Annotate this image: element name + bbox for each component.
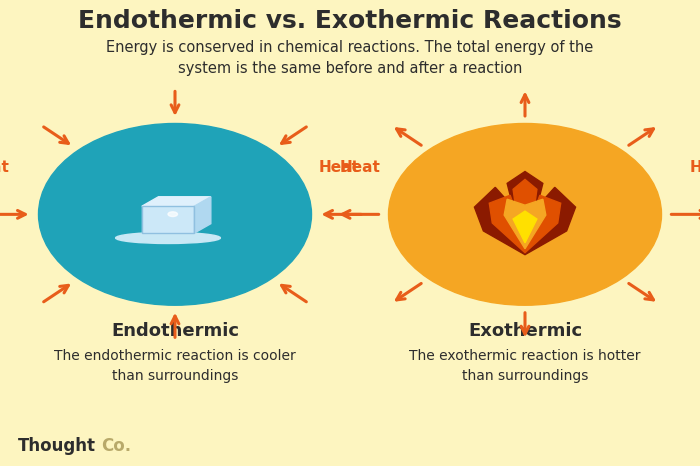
Text: Heat: Heat xyxy=(0,160,10,175)
Circle shape xyxy=(389,123,662,305)
Polygon shape xyxy=(489,179,561,253)
Polygon shape xyxy=(142,197,211,206)
Text: Thought: Thought xyxy=(18,438,96,455)
Polygon shape xyxy=(194,197,211,233)
Polygon shape xyxy=(513,211,537,243)
Polygon shape xyxy=(504,199,546,249)
Text: Heat: Heat xyxy=(340,160,381,175)
Text: The exothermic reaction is hotter
than surroundings: The exothermic reaction is hotter than s… xyxy=(410,349,640,383)
Text: The endothermic reaction is cooler
than surroundings: The endothermic reaction is cooler than … xyxy=(54,349,296,383)
Text: Endothermic: Endothermic xyxy=(111,322,239,340)
Text: Co.: Co. xyxy=(102,438,132,455)
Text: Endothermic vs. Exothermic Reactions: Endothermic vs. Exothermic Reactions xyxy=(78,9,622,33)
Ellipse shape xyxy=(116,233,220,243)
Text: Energy is conserved in chemical reactions. The total energy of the
system is the: Energy is conserved in chemical reaction… xyxy=(106,40,594,76)
Ellipse shape xyxy=(168,212,178,217)
Polygon shape xyxy=(475,171,575,254)
Text: Heat: Heat xyxy=(690,160,700,175)
Text: Exothermic: Exothermic xyxy=(468,322,582,340)
Text: Heat: Heat xyxy=(319,160,360,175)
Circle shape xyxy=(38,123,312,305)
Polygon shape xyxy=(142,206,194,233)
